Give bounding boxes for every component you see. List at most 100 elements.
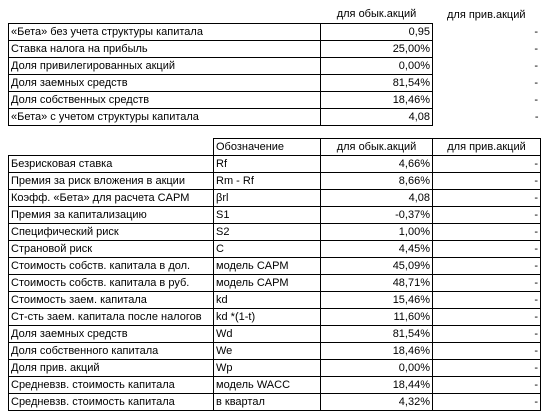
value-preferred: -	[432, 240, 541, 258]
header-cell-blank	[9, 6, 321, 23]
value-common: 81,54%	[320, 73, 433, 92]
value-preferred: -	[534, 42, 538, 55]
table-row: Ст-сть заем. капитала после налогов kd *(…	[8, 308, 541, 326]
row-label: Доля собственного капитала	[8, 342, 214, 360]
row-notation: Rf	[213, 155, 321, 173]
value-common: 4,32%	[320, 393, 433, 411]
header-cell-blank	[9, 139, 214, 156]
row-notation: модель CAPM	[213, 257, 321, 275]
value-common: 45,09%	[320, 257, 433, 275]
table-row: Страновой риск C 4,45% -	[8, 240, 541, 258]
table-header-row: для обык.акций для прив.акций	[9, 6, 541, 23]
value-common: 48,71%	[320, 274, 433, 292]
table-row: «Бета» с учетом структуры капитала 4,08 -	[8, 107, 541, 126]
row-notation: C	[213, 240, 321, 258]
row-label: Премия за риск вложения в акции	[8, 172, 214, 190]
table-row: Специфический риск S2 1,00% -	[8, 223, 541, 241]
row-label: Доля заемных средств	[8, 73, 321, 92]
row-notation: модель WACC	[213, 376, 321, 394]
row-notation: kd *(1-t)	[213, 308, 321, 326]
value-common: 1,00%	[320, 223, 433, 241]
row-label: Доля привилегированных акций	[8, 56, 321, 75]
value-preferred: -	[432, 308, 541, 326]
header-cell: для прив.акций	[447, 8, 526, 21]
table-row: Стоимость собств. капитала в дол. модель …	[8, 257, 541, 275]
table-row: Стоимость собств. капитала в руб. модель …	[8, 274, 541, 292]
table-header-row: Обозначение для обык.акций для прив.акций	[9, 138, 541, 156]
row-label: «Бета» без учета структуры капитала	[8, 22, 321, 41]
row-label: Доля прив. акций	[8, 359, 214, 377]
value-preferred: -	[432, 189, 541, 207]
row-label: Стоимость собств. капитала в дол.	[8, 257, 214, 275]
value-common: 4,08	[320, 107, 433, 126]
value-preferred: -	[534, 25, 538, 38]
row-label: Стоимость собств. капитала в руб.	[8, 274, 214, 292]
value-common: 8,66%	[320, 172, 433, 190]
table-row: Стоимость заем. капитала kd 15,46% -	[8, 291, 541, 309]
value-common: 4,45%	[320, 240, 433, 258]
row-notation: Wp	[213, 359, 321, 377]
table-row: Доля заемных средств Wd 81,54% -	[8, 325, 541, 343]
table-row: Премия за капитализацию S1 -0,37% -	[8, 206, 541, 224]
row-notation: βrl	[213, 189, 321, 207]
row-notation: Rm - Rf	[213, 172, 321, 190]
value-preferred: -	[432, 257, 541, 275]
row-label: Ставка налога на прибыль	[8, 39, 321, 58]
value-common: 4,66%	[320, 155, 433, 173]
value-preferred: -	[432, 274, 541, 292]
value-common: 0,95	[320, 22, 433, 41]
row-label: Ст-сть заем. капитала после налогов	[8, 308, 214, 326]
row-label: Доля собственных средств	[8, 90, 321, 109]
row-label: Страновой риск	[8, 240, 214, 258]
row-label: «Бета» с учетом структуры капитала	[8, 107, 321, 126]
row-label: Безрисковая ставка	[8, 155, 214, 173]
header-cell: Обозначение	[213, 138, 321, 156]
table-row: Безрисковая ставка Rf 4,66% -	[8, 155, 541, 173]
row-notation: S2	[213, 223, 321, 241]
value-common: 18,46%	[320, 90, 433, 109]
value-preferred: -	[432, 172, 541, 190]
value-common: 4,08	[320, 189, 433, 207]
value-preferred: -	[534, 110, 539, 123]
row-label: Средневзв. стоимость капитала	[8, 376, 214, 394]
row-label: Доля заемных средств	[8, 325, 214, 343]
row-label: Средневзв. стоимость капитала	[8, 393, 214, 411]
row-label: Стоимость заем. капитала	[8, 291, 214, 309]
table-row: Коэфф. «Бета» для расчета CAPM βrl 4,08-	[8, 189, 541, 207]
value-preferred: -	[432, 155, 541, 173]
value-preferred: -	[432, 223, 541, 241]
row-notation: kd	[213, 291, 321, 309]
table-row: Ставка налога на прибыль 25,00% -	[8, 39, 541, 58]
value-preferred: -	[432, 325, 541, 343]
value-common: 0,00%	[320, 56, 433, 75]
table-row: «Бета» без учета структуры капитала 0,95 -	[8, 22, 541, 41]
value-common: 0,00%	[320, 359, 433, 377]
value-preferred: -	[432, 342, 541, 360]
table-row: Доля привилегированных акций 0,00% -	[8, 56, 541, 75]
value-preferred: -	[432, 376, 541, 394]
value-preferred: -	[432, 393, 541, 411]
value-common: 15,46%	[320, 291, 433, 309]
row-notation: Wd	[213, 325, 321, 343]
table-row: Доля собственного капитала We 18,46% -	[8, 342, 541, 360]
table-row: Доля заемных средств 81,54% -	[8, 73, 541, 92]
header-cell: для обык.акций	[336, 8, 417, 21]
row-notation: в квартал	[213, 393, 321, 411]
value-preferred: -	[432, 359, 541, 377]
table-row: Премия за риск вложения в акции Rm - Rf 8,…	[8, 172, 541, 190]
value-common: 25,00%	[320, 39, 433, 58]
capital-cost-table: Обозначение для обык.акций для прив.акций Б…	[8, 138, 541, 411]
table-row: Средневзв. стоимость капитала в квартал 4,…	[8, 393, 541, 411]
row-label: Специфический риск	[8, 223, 214, 241]
beta-table: для обык.акций для прив.акций «Бета» без у…	[8, 6, 541, 126]
value-common: 18,46%	[320, 342, 433, 360]
table-row: Доля прив. акций Wp 0,00% -	[8, 359, 541, 377]
value-preferred: -	[534, 59, 538, 72]
value-common: 18,44%	[320, 376, 433, 394]
header-cell: для обык.акций	[320, 138, 433, 156]
row-notation: S1	[213, 206, 321, 224]
row-notation: модель CAPM	[213, 274, 321, 292]
row-notation: We	[213, 342, 321, 360]
row-label: Премия за капитализацию	[8, 206, 214, 224]
value-common: 81,54%	[320, 325, 433, 343]
